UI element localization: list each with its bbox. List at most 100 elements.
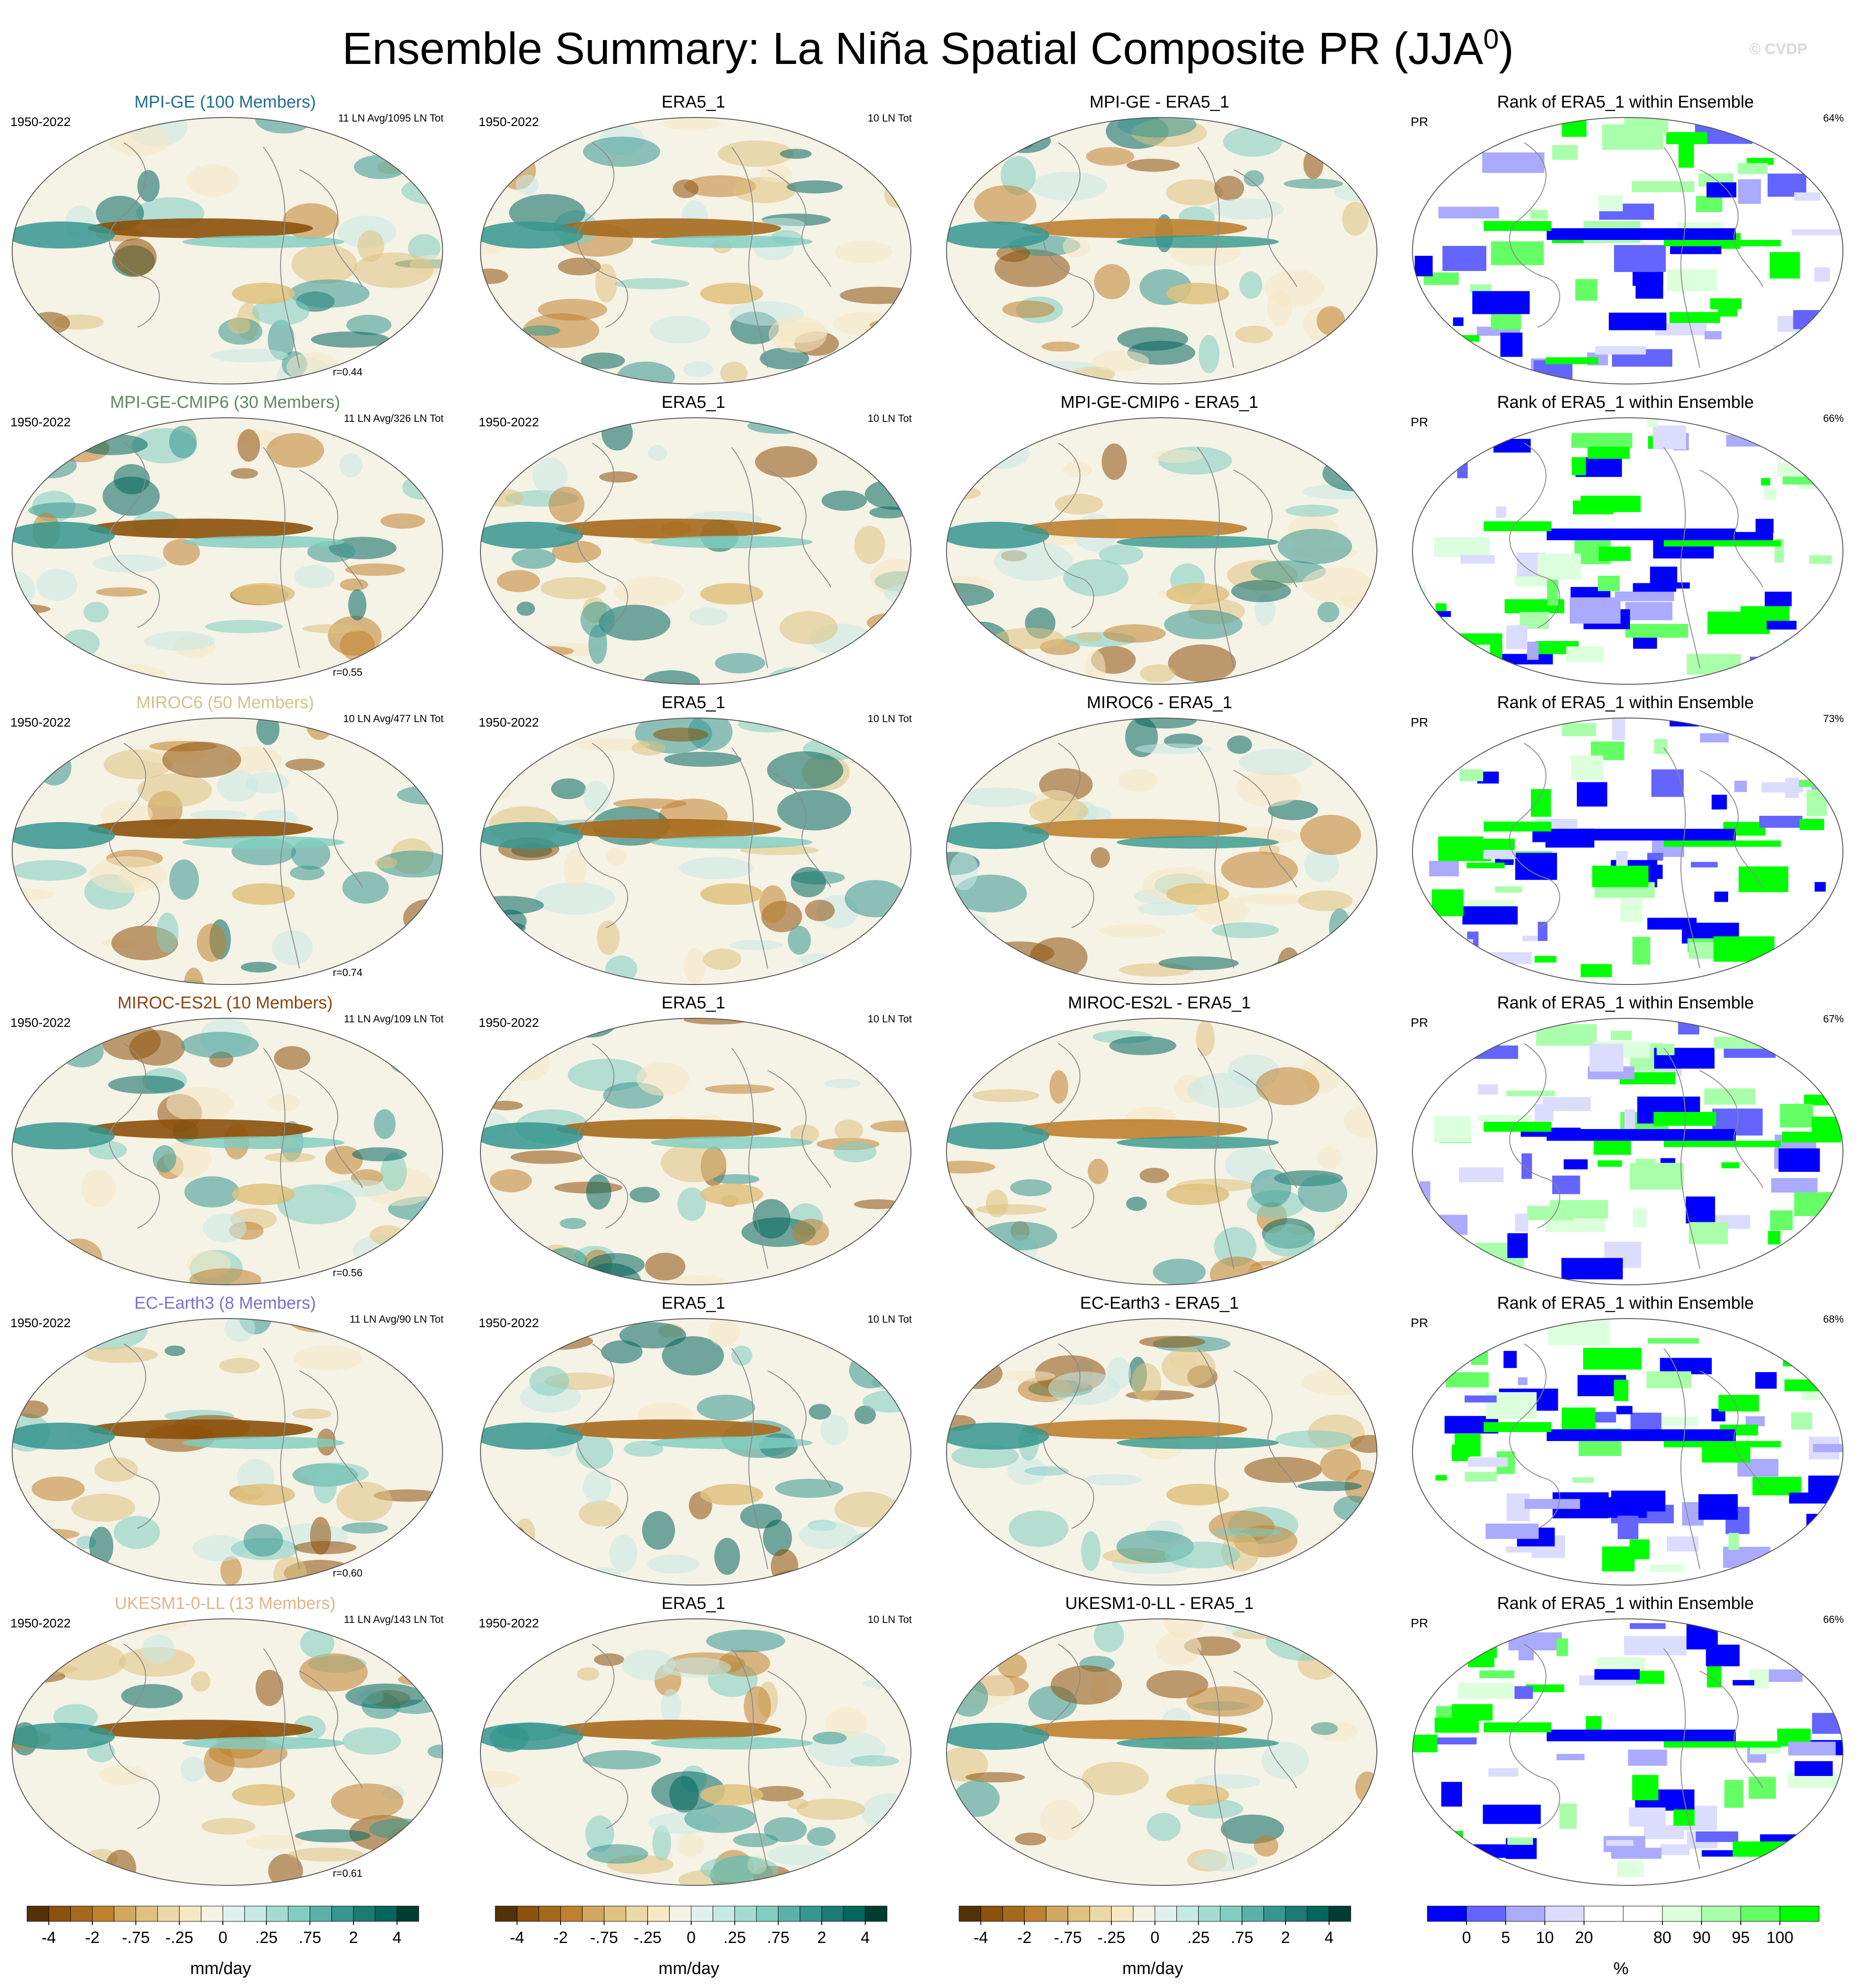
colorbar-bin (70, 1906, 93, 1922)
panel-obs-row1: ERA5_1 1950-2022 10 LN Tot (471, 92, 916, 389)
rank-map (1412, 117, 1843, 384)
colorbar-bin (157, 1906, 180, 1922)
difference-title: UKESM1-0-LL - ERA5_1 (1065, 1594, 1254, 1613)
period-label: 1950-2022 (479, 715, 539, 729)
precip-map (946, 1318, 1377, 1586)
colorbar-tick-label: -.75 (1054, 1928, 1082, 1947)
panel-model-row2: MPI-GE-CMIP6 (30 Members) 1950-2022 11 LN … (2, 393, 448, 690)
colorbar-bin (1220, 1906, 1242, 1922)
obs-title: ERA5_1 (661, 1294, 725, 1313)
colorbar-tick-label: .75 (1231, 1928, 1253, 1947)
difference-title: MIROC-ES2L - ERA5_1 (1068, 994, 1251, 1012)
rank-map (1412, 1618, 1843, 1886)
period-label: 1950-2022 (10, 415, 71, 429)
precip-map (12, 718, 443, 985)
colorbar-bin (1662, 1906, 1702, 1922)
panel-diff-row5: EC-Earth3 - ERA5_1 (937, 1293, 1382, 1590)
model-title: EC-Earth3 (8 Members) (134, 1294, 316, 1313)
colorbar-bin (375, 1906, 398, 1922)
colorbar-tick-label: -2 (1017, 1928, 1032, 1947)
colorbar-tick-label: 0 (218, 1928, 227, 1947)
colorbar-bin (1779, 1906, 1820, 1922)
obs-title: ERA5_1 (661, 1594, 725, 1613)
panel-obs-row5: ERA5_1 1950-2022 10 LN Tot (471, 1293, 916, 1590)
colorbar-tick-label: -4 (973, 1928, 988, 1947)
colorbar-bin (1241, 1906, 1264, 1922)
panel-diff-row1: MPI-GE - ERA5_1 (937, 92, 1382, 389)
event-count-label: 11 LN Avg/90 LN Tot (349, 1313, 444, 1325)
variable-label: PR (1411, 415, 1428, 429)
difference-title: EC-Earth3 - ERA5_1 (1080, 1294, 1239, 1313)
rank-percent: 64% (1823, 112, 1844, 124)
colorbar-bin (1024, 1906, 1046, 1922)
panel-model-row6: UKESM1-0-LL (13 Members) 1950-2022 11 LN A… (2, 1594, 448, 1891)
pattern-correlation: r=0.61 (333, 1867, 362, 1879)
colorbar-bin (604, 1906, 626, 1922)
period-label: 1950-2022 (479, 415, 539, 429)
colorbar-tick-label: .25 (1187, 1928, 1210, 1947)
event-count-label: 11 LN Avg/326 LN Tot (344, 412, 444, 424)
difference-title: MPI-GE - ERA5_1 (1089, 93, 1230, 112)
variable-label: PR (1411, 1016, 1428, 1030)
precip-map (12, 1618, 443, 1886)
panel-rank-row2: Rank of ERA5_1 within Ensemble PR 66% (1403, 393, 1848, 690)
variable-label: PR (1411, 715, 1428, 729)
colorbar-bin (397, 1906, 419, 1922)
rank-title: Rank of ERA5_1 within Ensemble (1497, 1294, 1754, 1313)
event-count-label: 10 LN Avg/477 LN Tot (343, 713, 444, 724)
event-count-label: 10 LN Tot (867, 1313, 912, 1325)
event-count-label: 10 LN Tot (867, 112, 912, 124)
precip-map (946, 718, 1377, 985)
variable-label: PR (1411, 115, 1428, 129)
difference-title: MPI-GE-CMIP6 - ERA5_1 (1060, 393, 1258, 412)
rank-percent: 66% (1823, 412, 1844, 424)
rank-percent: 73% (1823, 713, 1844, 724)
rank-map (1412, 1318, 1843, 1586)
colorbar-bin (756, 1906, 779, 1922)
variable-label: PR (1411, 1616, 1428, 1630)
rank-title: Rank of ERA5_1 within Ensemble (1497, 93, 1754, 112)
rank-map (1412, 718, 1843, 985)
precip-map (480, 718, 911, 985)
colorbar-bin (1089, 1906, 1112, 1922)
colorbar-bin (800, 1906, 822, 1922)
colorbar-bin (1263, 1906, 1286, 1922)
colorbar-bin (1111, 1906, 1134, 1922)
colorbar-bin (865, 1906, 887, 1922)
cvdp-watermark: © CVDP (1749, 41, 1807, 58)
pattern-correlation: r=0.55 (333, 666, 362, 678)
figure-title: Ensemble Summary: La Niña Spatial Compos… (342, 23, 1514, 74)
colorbar-bin (647, 1906, 670, 1922)
period-label: 1950-2022 (10, 1616, 71, 1630)
colorbar-obs: -4 -2 -.75 -.25 0 .25 .75 2 4 mm/day (491, 1902, 937, 1983)
rank-title: Rank of ERA5_1 within Ensemble (1497, 693, 1754, 712)
panel-model-row3: MIROC6 (50 Members) 1950-2022 10 LN Avg/47… (2, 693, 448, 990)
colorbar-bin (331, 1906, 354, 1922)
event-count-label: 10 LN Tot (867, 1013, 912, 1025)
rank-map (1412, 417, 1843, 685)
panel-obs-row4: ERA5_1 1950-2022 10 LN Tot (471, 993, 916, 1290)
obs-title: ERA5_1 (661, 93, 725, 112)
colorbar-tick-label: .75 (299, 1928, 321, 1947)
colorbar-tick-label: 2 (1281, 1928, 1290, 1947)
colorbar-tick-label: 95 (1732, 1928, 1750, 1947)
colorbar-bin (1329, 1906, 1351, 1922)
variable-label: PR (1411, 1316, 1428, 1330)
colorbar-bin (734, 1906, 757, 1922)
colorbar-tick-label: 2 (817, 1928, 826, 1947)
panel-rank-row1: Rank of ERA5_1 within Ensemble PR 64% (1403, 92, 1848, 389)
colorbar-bin (669, 1906, 692, 1922)
panel-diff-row3: MIROC6 - ERA5_1 (937, 693, 1382, 990)
colorbar-bin (1068, 1906, 1090, 1922)
panel-model-row1: MPI-GE (100 Members) 1950-2022 11 LN Avg/1… (2, 92, 448, 389)
precip-map (946, 117, 1377, 384)
period-label: 1950-2022 (10, 1316, 71, 1330)
colorbar-tick-label: 0 (1150, 1928, 1159, 1947)
colorbar-bin (92, 1906, 114, 1922)
panel-diff-row6: UKESM1-0-LL - ERA5_1 (937, 1594, 1382, 1891)
colorbar-bin (48, 1906, 71, 1922)
period-label: 1950-2022 (10, 1016, 71, 1030)
colorbar-bin (1002, 1906, 1025, 1922)
colorbar-tick-label: 10 (1536, 1928, 1554, 1947)
precip-map (480, 1018, 911, 1285)
